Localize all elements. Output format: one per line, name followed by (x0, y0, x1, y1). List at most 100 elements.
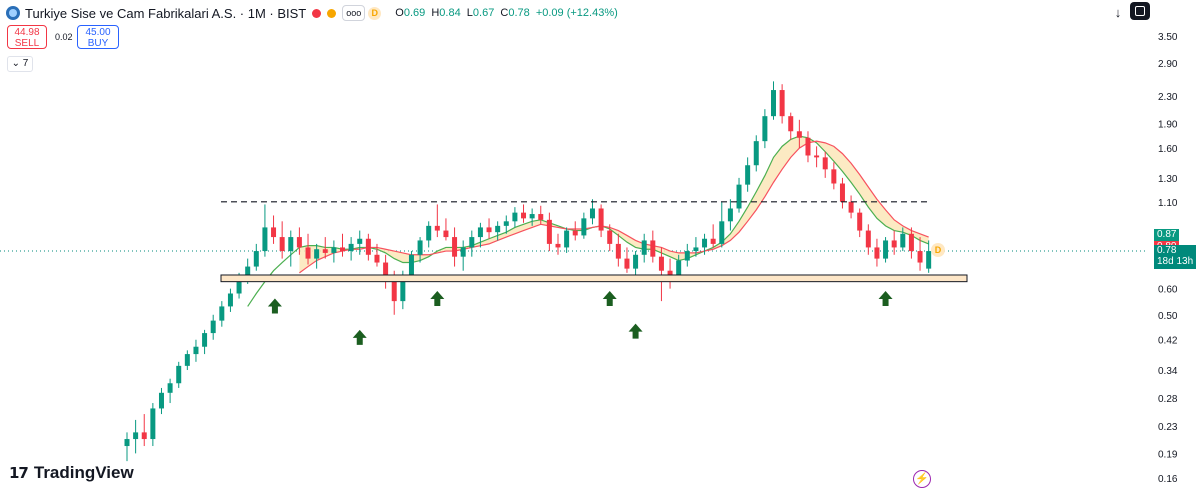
candle-body (908, 233, 914, 252)
candle-body (883, 240, 889, 259)
y-tick-label: 1.30 (1158, 174, 1178, 185)
candle-body (891, 240, 897, 248)
candle-body (357, 238, 363, 244)
candle-body (633, 254, 639, 269)
candle-body (581, 218, 587, 236)
candle-body (158, 392, 164, 409)
candle-body (434, 225, 440, 231)
candle-body (167, 383, 173, 393)
ma-band (247, 135, 929, 307)
candle-body (124, 439, 130, 447)
candle-body (400, 274, 406, 302)
candle-body (805, 137, 811, 156)
indicators-collapse-button[interactable]: ⌄ 7 (7, 56, 33, 72)
candle-body (374, 254, 380, 263)
candle-body (133, 432, 139, 440)
market-closed-dot-icon (312, 8, 322, 18)
candle-body (288, 237, 294, 252)
dividend-badge[interactable]: D (368, 6, 382, 20)
symbol-logo-icon (6, 6, 20, 20)
dividend-marker[interactable]: D (931, 243, 945, 257)
buy-button[interactable]: 45.00 BUY (77, 25, 119, 49)
spread-value: 0.02 (55, 32, 73, 42)
candle-body (538, 214, 544, 220)
candle-body (624, 258, 630, 269)
candle-body (443, 230, 449, 238)
download-icon[interactable]: ↓ (1114, 5, 1122, 20)
candle-body (762, 116, 768, 142)
candle-body (607, 230, 613, 244)
candle-body (745, 165, 751, 185)
candle-body (408, 254, 414, 275)
candle-body (305, 247, 311, 259)
candle-body (486, 227, 492, 233)
candle-body (460, 247, 466, 257)
candle-body (477, 227, 483, 238)
candle-body (331, 247, 337, 253)
y-tick-label: 0.19 (1158, 449, 1178, 460)
delay-dot-icon (327, 8, 337, 18)
ma-slow-line (299, 140, 929, 274)
candle-body (141, 432, 147, 440)
candle-body (667, 270, 673, 275)
y-tick-label: 1.10 (1158, 198, 1178, 209)
up-arrow-icon (352, 329, 367, 345)
indicator-count: 7 (22, 58, 29, 69)
candle-body (322, 249, 328, 253)
support-zone (220, 274, 968, 283)
candle-body (150, 408, 156, 440)
candle-body (736, 184, 742, 209)
candle-body (831, 169, 837, 184)
buy-label: BUY (87, 38, 109, 49)
candle-body (546, 219, 552, 244)
y-tick-label: 1.60 (1158, 144, 1178, 155)
candle-body (469, 237, 475, 248)
candle-body (684, 251, 690, 261)
candle-body (253, 251, 259, 267)
sell-button[interactable]: 44.98 SELL (7, 25, 47, 49)
candle-body (236, 277, 242, 294)
candle-body (848, 201, 854, 213)
y-tick-label: 0.42 (1158, 336, 1178, 347)
sell-label: SELL (14, 38, 40, 49)
last-price-tag: 0.78 18d 13h (1154, 245, 1197, 270)
candle-body (658, 256, 664, 271)
close-label: C (500, 7, 509, 19)
price-axis: 3.50 2.90 2.30 1.90 1.60 1.30 1.10 0.60 0.50 0.42… (1158, 32, 1178, 485)
lightning-icon[interactable]: ⚡ (913, 470, 931, 488)
tradingview-logo[interactable]: 17 TradingView (9, 463, 134, 483)
candle-body (719, 221, 725, 244)
candle-body (426, 225, 432, 241)
fullscreen-button[interactable] (1130, 2, 1150, 20)
more-options-button[interactable]: ooo (342, 5, 366, 21)
candle-body (512, 212, 518, 222)
candles (124, 81, 932, 462)
up-arrow-icon (267, 298, 282, 314)
low-label: L (466, 7, 473, 19)
y-tick-label: 0.23 (1158, 422, 1178, 433)
candle-body (814, 155, 820, 158)
candle-body (503, 221, 509, 226)
candle-body (271, 227, 277, 238)
candle-body (417, 240, 423, 255)
high-label: H (431, 7, 440, 19)
open-label: O (395, 7, 404, 19)
candle-body (521, 212, 527, 219)
last-price-value: 0.78 (1157, 245, 1177, 257)
candle-body (193, 346, 199, 355)
candle-body (210, 320, 216, 334)
candle-body (650, 240, 656, 257)
candle-body (727, 208, 733, 222)
symbol-title[interactable]: Turkiye Sise ve Cam Fabrikalari A.S. · 1… (25, 5, 307, 21)
candle-body (495, 225, 501, 233)
candle-body (822, 157, 828, 170)
candle-body (262, 227, 268, 252)
up-arrow-icon (602, 291, 617, 307)
candle-body (365, 238, 371, 255)
y-tick-label: 1.90 (1158, 120, 1178, 131)
symbol-header[interactable]: Turkiye Sise ve Cam Fabrikalari A.S. · 1… (6, 4, 621, 22)
tradingview-wordmark: TradingView (33, 463, 134, 482)
y-tick-label: 2.90 (1158, 59, 1178, 70)
candle-body (874, 247, 880, 259)
